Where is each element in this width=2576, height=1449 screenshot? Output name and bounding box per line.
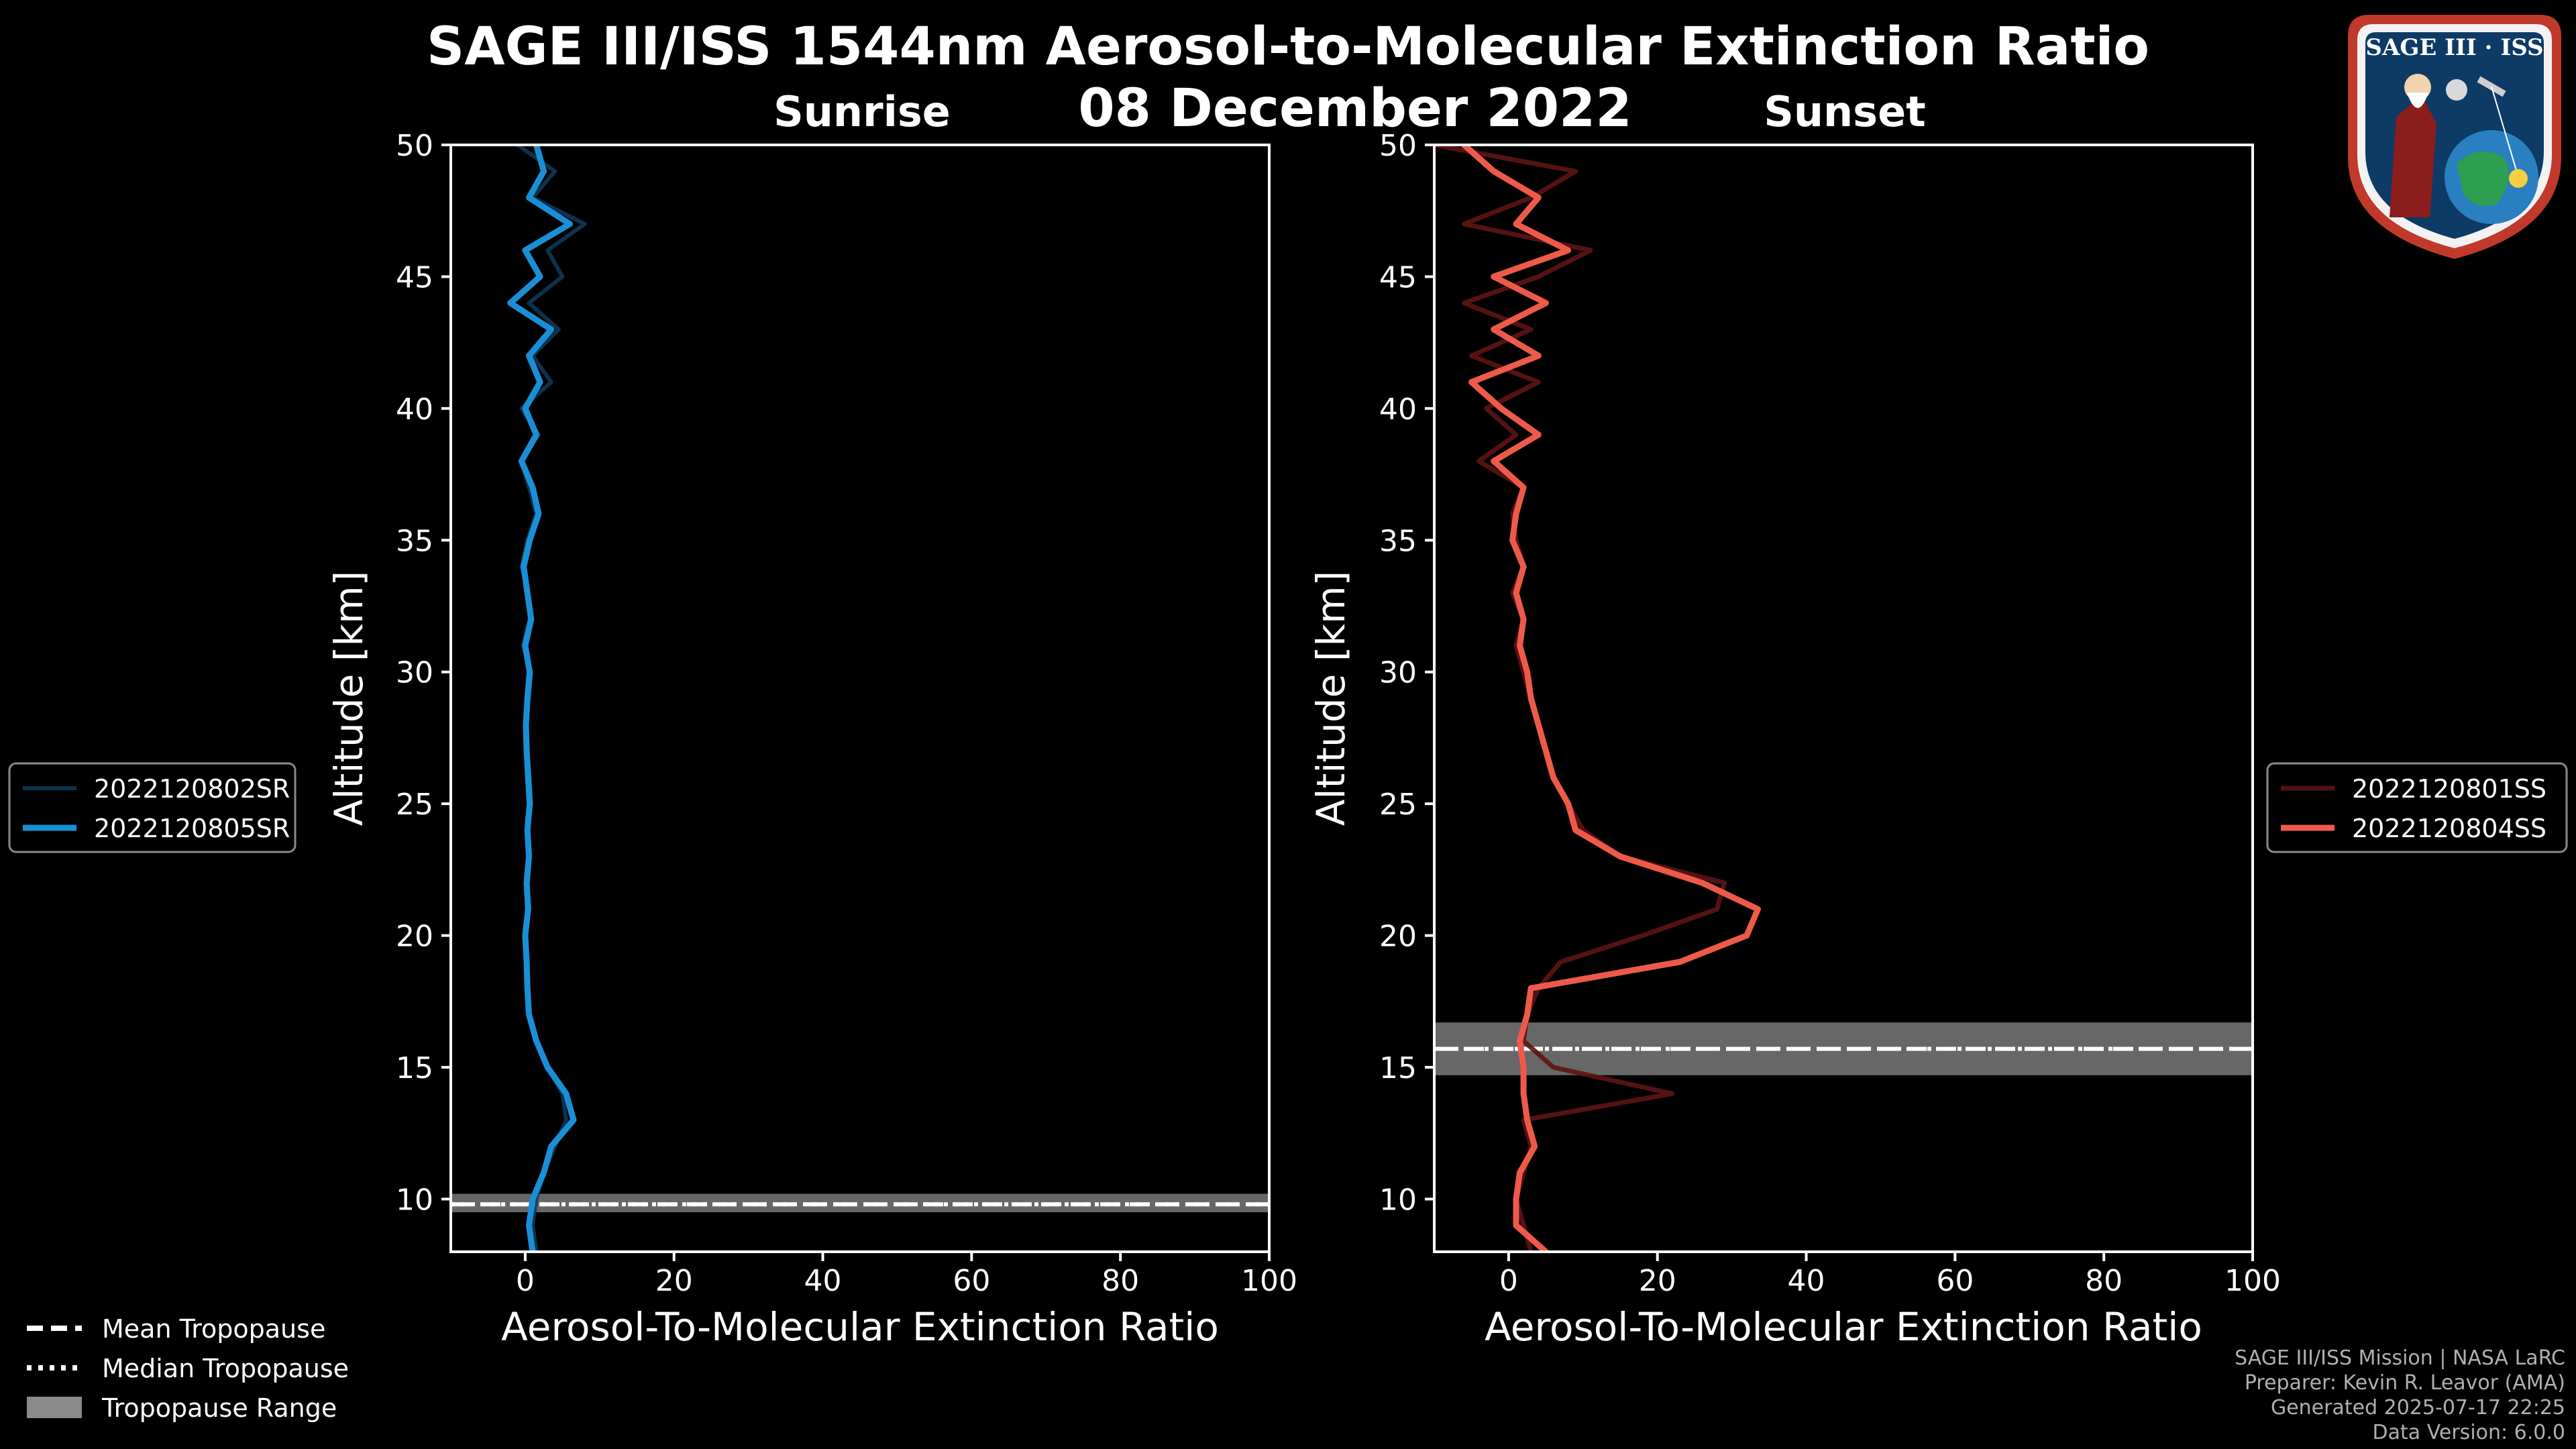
credit-line: Data Version: 6.0.0 bbox=[2372, 1421, 2565, 1444]
y-tick-label: 40 bbox=[396, 392, 433, 427]
legend-label: 2022120804SS bbox=[2352, 814, 2546, 843]
series-line-2022120805SR bbox=[507, 145, 577, 1252]
x-tick-label: 20 bbox=[1639, 1264, 1676, 1298]
credit-line: Preparer: Kevin R. Leavor (AMA) bbox=[2244, 1371, 2565, 1395]
series-legend: 2022120801SS 2022120804SS bbox=[2266, 762, 2568, 853]
y-tick-label: 15 bbox=[1379, 1051, 1417, 1085]
y-tick-label: 10 bbox=[396, 1183, 433, 1217]
y-tick-label: 10 bbox=[1379, 1183, 1417, 1217]
y-tick-label: 45 bbox=[1379, 260, 1417, 294]
y-tick-label: 45 bbox=[396, 260, 433, 294]
plot-area bbox=[1434, 145, 2253, 1252]
sunset-chart: 0 20 40 60 80 100 10 15 20 25 30 35 40 45 50 Aerosol-To… bbox=[1308, 129, 2568, 1350]
y-tick-label: 30 bbox=[1379, 656, 1417, 690]
y-tick-label: 25 bbox=[1379, 788, 1417, 822]
legend-label: 2022120802SR bbox=[94, 774, 290, 804]
legend-label: 2022120801SS bbox=[2352, 774, 2546, 804]
series-line-2022120804SS bbox=[1460, 145, 1761, 1252]
credit-line: SAGE III/ISS Mission | NASA LaRC bbox=[2235, 1346, 2565, 1370]
sunrise-chart: 0 20 40 60 80 100 10 15 20 25 30 35 40 45 50 Aerosol-To… bbox=[8, 129, 1297, 1350]
bottom-legend-label: Median Tropopause bbox=[102, 1354, 349, 1383]
sunrise-title: Sunrise bbox=[773, 87, 951, 136]
series-legend: 2022120802SR 2022120805SR bbox=[8, 762, 297, 853]
sage-iii-iss-mission-logo: SAGE III · ISS bbox=[2343, 9, 2567, 264]
axes-frame bbox=[1433, 144, 2254, 1253]
y-tick-label: 30 bbox=[396, 656, 433, 690]
y-tick-label: 50 bbox=[1379, 129, 1417, 163]
main-date: 08 December 2022 bbox=[1078, 78, 1632, 139]
plot-content bbox=[451, 145, 1269, 1252]
tropopause-range-swatch bbox=[27, 1397, 82, 1418]
x-tick-label: 60 bbox=[1936, 1264, 1974, 1298]
x-tick-label: 100 bbox=[1241, 1264, 1297, 1298]
credit-line: Generated 2025-07-17 22:25 bbox=[2270, 1396, 2565, 1419]
x-tick-label: 40 bbox=[1788, 1264, 1825, 1298]
y-tick-label: 50 bbox=[396, 129, 433, 163]
sunset-title: Sunset bbox=[1764, 87, 1926, 136]
y-tick-label: 35 bbox=[1379, 524, 1417, 558]
y-axis-label: Altitude [km] bbox=[326, 571, 372, 826]
x-tick-label: 0 bbox=[1499, 1264, 1518, 1298]
x-tick-label: 80 bbox=[2085, 1264, 2123, 1298]
x-axis-label: Aerosol-To-Molecular Extinction Ratio bbox=[501, 1304, 1219, 1350]
legend-label: 2022120805SR bbox=[94, 814, 290, 843]
x-tick-label: 20 bbox=[655, 1264, 693, 1298]
x-tick-label: 0 bbox=[516, 1264, 535, 1298]
y-tick-label: 20 bbox=[396, 920, 433, 954]
bottom-legend-label: Tropopause Range bbox=[101, 1393, 337, 1423]
legend-box bbox=[2266, 762, 2568, 853]
bottom-legend-label: Mean Tropopause bbox=[102, 1314, 325, 1344]
y-axis-label: Altitude [km] bbox=[1308, 571, 1354, 826]
axes-frame bbox=[449, 144, 1271, 1253]
x-tick-label: 40 bbox=[804, 1264, 842, 1298]
plot-content bbox=[1434, 145, 2253, 1252]
y-tick-label: 35 bbox=[396, 524, 433, 558]
y-tick-label: 15 bbox=[396, 1051, 433, 1085]
y-tick-label: 25 bbox=[396, 788, 433, 822]
x-tick-label: 80 bbox=[1102, 1264, 1139, 1298]
logo-text: SAGE III · ISS bbox=[2365, 34, 2543, 61]
y-tick-label: 20 bbox=[1379, 920, 1417, 954]
credits: SAGE III/ISS Mission | NASA LaRC Prepare… bbox=[2235, 1346, 2565, 1445]
main-title: SAGE III/ISS 1544nm Aerosol-to-Molecular… bbox=[427, 17, 2149, 77]
plot-area bbox=[451, 145, 1269, 1252]
legend-box bbox=[8, 762, 297, 853]
y-tick-label: 40 bbox=[1379, 392, 1417, 427]
x-tick-label: 100 bbox=[2224, 1264, 2281, 1298]
x-tick-label: 60 bbox=[953, 1264, 990, 1298]
x-axis-label: Aerosol-To-Molecular Extinction Ratio bbox=[1485, 1304, 2202, 1350]
tropopause-legend: Mean Tropopause Median Tropopause Tropopau… bbox=[27, 1314, 349, 1423]
